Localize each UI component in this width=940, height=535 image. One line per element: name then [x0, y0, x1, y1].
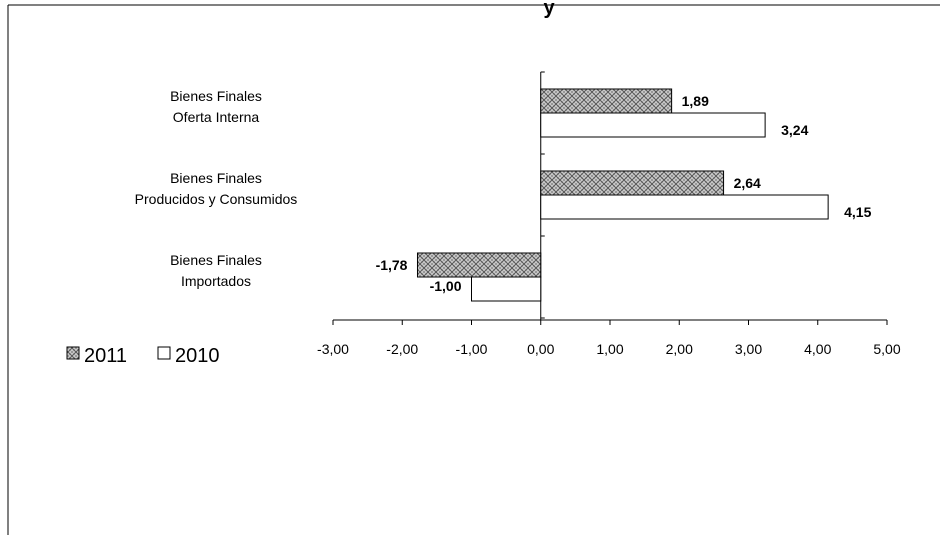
category-label: Bienes Finales Producidos y Consumidos	[135, 170, 298, 207]
data-label-2010: 3,24	[781, 122, 808, 138]
plot-area: -3,00 -2,00 -1,00 0,00 1,00 2,00 3,00 4,00 5,00 B…	[135, 71, 901, 357]
x-tick-label: -3,00	[317, 341, 349, 357]
bar-2010	[540, 112, 766, 138]
bar-2011	[540, 88, 673, 114]
data-label-2010: 4,15	[844, 204, 871, 220]
x-tick-label: 1,00	[596, 341, 623, 357]
chart-title-fragment: y	[543, 0, 555, 19]
legend-swatch-2010	[157, 346, 171, 360]
legend-label-2010: 2010	[175, 345, 220, 367]
data-label-2011: -1,78	[376, 257, 408, 273]
bar-2011	[540, 170, 725, 196]
category-label-line: Importados	[181, 273, 251, 289]
data-label-2011: 2,64	[734, 175, 761, 191]
category-label-line: Producidos y Consumidos	[135, 191, 298, 207]
category-label-line: Oferta Interna	[173, 109, 260, 125]
data-label-2010: -1,00	[430, 278, 462, 294]
category-label: Bienes Finales Importados	[170, 252, 262, 289]
x-tick-label: 2,00	[666, 341, 693, 357]
x-tick-label: 0,00	[527, 341, 554, 357]
x-tick-label: 3,00	[735, 341, 762, 357]
x-tick-label: -1,00	[456, 341, 488, 357]
x-tick-label: 5,00	[873, 341, 900, 357]
category-label-line: Bienes Finales	[170, 252, 262, 268]
category-label: Bienes Finales Oferta Interna	[170, 88, 262, 125]
legend: 2011 2010	[66, 345, 220, 367]
x-tick-label: 4,00	[804, 341, 831, 357]
bar-2010	[471, 276, 542, 302]
data-label-2011: 1,89	[682, 93, 709, 109]
bar-2011	[416, 252, 542, 278]
category-label-line: Bienes Finales	[170, 88, 262, 104]
category-label-line: Bienes Finales	[170, 170, 262, 186]
legend-swatch-2011	[66, 346, 80, 360]
x-tick-label: -2,00	[386, 341, 418, 357]
legend-label-2011: 2011	[84, 345, 127, 367]
bar-2010	[540, 194, 829, 220]
